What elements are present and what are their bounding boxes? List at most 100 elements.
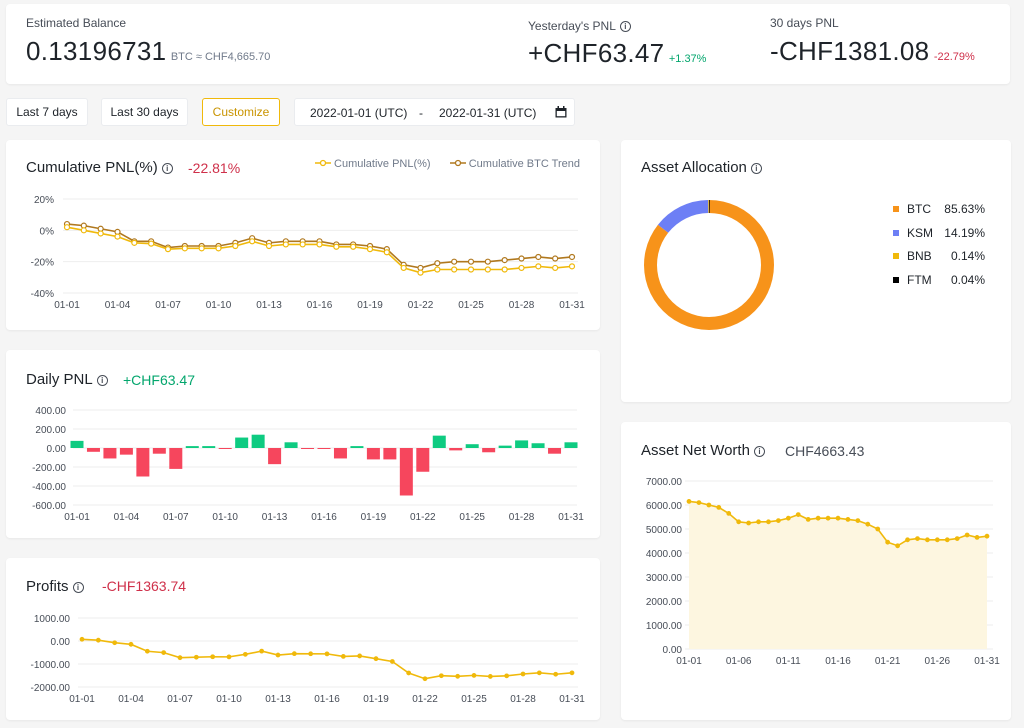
x-tick-label: 01-28: [509, 300, 535, 311]
net-worth-point: [805, 516, 811, 522]
asset-allocation-title: Asset Allocation i: [641, 159, 762, 176]
btc-trend-point: [552, 255, 559, 262]
profits-value: -CHF1363.74: [102, 578, 187, 594]
profits-point: [210, 654, 216, 660]
net-worth-point: [905, 537, 910, 543]
profits-point: [536, 670, 542, 676]
yesterday-pnl-label-text: Yesterday's PNL: [528, 19, 616, 33]
cumulative-pnl-point: [232, 242, 239, 250]
donut-slice-bnb: [708, 200, 710, 214]
legend-item-bnb[interactable]: BNB 0.14%: [893, 249, 985, 263]
net-worth-point: [756, 519, 761, 525]
days30-pnl: -CHF1381.08 -22.79%: [770, 36, 975, 67]
profits-title-text: Profits: [26, 578, 69, 595]
net-worth-point: [736, 519, 742, 525]
btc-trend-point: [518, 255, 525, 262]
cumulative-pnl-point: [518, 264, 525, 272]
net-worth-point: [954, 536, 960, 541]
y-tick-label: -1000.00: [31, 660, 71, 671]
estimated-balance-value: 0.13196731: [26, 36, 167, 66]
cumulative-pnl-point: [451, 266, 458, 273]
asset-net-worth-chart[interactable]: 7000.00 6000.00 5000.00 4000.00 3000.00 2000.…: [621, 422, 1011, 720]
customize-button[interactable]: Customize: [202, 98, 280, 126]
last-30-days-button[interactable]: Last 30 days: [101, 98, 188, 126]
x-tick-label: 01-28: [510, 694, 536, 705]
info-icon[interactable]: i: [72, 582, 84, 593]
net-worth-point: [845, 516, 851, 522]
x-tick-label: 01-16: [825, 656, 851, 667]
btc-trend-point: [451, 258, 458, 265]
cumulative-pnl-point: [265, 242, 273, 250]
summary-card: Estimated Balance 0.13196731 BTC ≈ CHF4,…: [6, 4, 1010, 84]
profits-point: [422, 676, 428, 682]
profits-point: [259, 648, 265, 654]
profits-point: [193, 654, 199, 660]
net-worth-point: [885, 539, 891, 545]
legend-swatch: [893, 206, 899, 212]
y-tick-label: -20%: [31, 258, 54, 269]
legend-item-ftm[interactable]: FTM 0.04%: [893, 273, 985, 287]
daily-pnl-chart[interactable]: 400.00200.000.00-200.00-400.00-600.0001-…: [6, 350, 600, 538]
profits-point: [455, 673, 461, 679]
net-worth-point: [915, 536, 920, 541]
legend-asset-pct: 0.14%: [950, 249, 985, 263]
info-icon[interactable]: i: [96, 375, 108, 386]
daily-pnl-card: Daily PNL i +CHF63.47 400.00 200.00 0.00 -20…: [6, 350, 600, 538]
btc-trend-point: [568, 253, 576, 261]
net-worth-point: [795, 512, 801, 517]
x-tick-label: 01-10: [212, 512, 238, 523]
legend-item-ksm[interactable]: KSM 14.19%: [893, 226, 985, 240]
calendar-icon[interactable]: [555, 106, 567, 118]
x-tick-label: 01-19: [357, 300, 383, 311]
legend-item-btc[interactable]: BTC 85.63%: [893, 202, 985, 216]
cumulative-pnl-chart[interactable]: 20% 0% -20% -40%01-01 01-04 01-07 01-10 01-13 01…: [6, 140, 600, 330]
info-icon[interactable]: i: [750, 163, 762, 174]
daily-pnl-title: Daily PNL i: [26, 371, 108, 388]
end-date[interactable]: 2022-01-31 (UTC): [439, 106, 537, 120]
net-worth-point: [984, 533, 990, 539]
yesterday-pnl-pct: +1.37%: [668, 53, 707, 65]
y-tick-label: 7000.00: [646, 477, 683, 488]
start-date[interactable]: 2022-01-01 (UTC): [310, 106, 408, 120]
daily-pnl-bar: [136, 448, 150, 477]
legend-line-icon: [449, 159, 466, 167]
days30-pnl-label: 30 days PNL: [770, 16, 839, 30]
asset-net-worth-title: Asset Net Worth i: [641, 442, 765, 459]
cumulative-legend: Cumulative PNL(%) Cumulative BTC Trend: [314, 158, 580, 170]
cumulative-pnl-point: [568, 263, 576, 270]
asset-net-worth-title-text: Asset Net Worth: [641, 442, 750, 459]
daily-pnl-bar: [548, 448, 562, 454]
asset-allocation-donut[interactable]: [639, 195, 779, 335]
profits-point: [79, 636, 85, 642]
asset-allocation-legend: BTC 85.63% KSM 14.19% BNB 0.14% FTM 0.04%: [893, 202, 985, 292]
x-tick-label: 01-10: [216, 694, 242, 705]
profits-point: [569, 670, 575, 676]
net-worth-point: [895, 543, 901, 549]
cumulative-pnl-value: -22.81%: [188, 160, 241, 176]
last-7-days-button[interactable]: Last 7 days: [6, 98, 88, 126]
info-icon[interactable]: i: [753, 446, 765, 457]
daily-pnl-bar: [317, 448, 331, 449]
legend-item-pnl[interactable]: Cumulative PNL(%): [314, 158, 434, 170]
daily-pnl-bar: [366, 448, 380, 460]
info-icon[interactable]: i: [619, 21, 631, 32]
daily-pnl-bar: [268, 448, 282, 465]
legend-item-btc[interactable]: Cumulative BTC Trend: [449, 158, 580, 170]
y-tick-label: 5000.00: [646, 525, 683, 536]
info-icon[interactable]: i: [161, 163, 173, 174]
cumulative-pnl-point: [80, 227, 87, 234]
y-tick-label: -600.00: [32, 501, 66, 512]
x-tick-label: 01-01: [69, 694, 95, 705]
cumulative-pnl-point: [552, 264, 559, 272]
y-tick-label: 6000.00: [646, 501, 683, 512]
profits-title: Profits i: [26, 578, 84, 595]
estimated-balance-label: Estimated Balance: [26, 16, 127, 30]
x-tick-label: 01-19: [363, 694, 389, 705]
x-tick-label: 01-07: [167, 694, 193, 705]
x-tick-label: 01-13: [265, 694, 291, 705]
date-range-picker[interactable]: 2022-01-01 (UTC) - 2022-01-31 (UTC): [294, 98, 575, 126]
x-tick-label: 01-25: [458, 300, 484, 311]
profits-point: [291, 651, 297, 657]
profits-point: [471, 672, 477, 678]
